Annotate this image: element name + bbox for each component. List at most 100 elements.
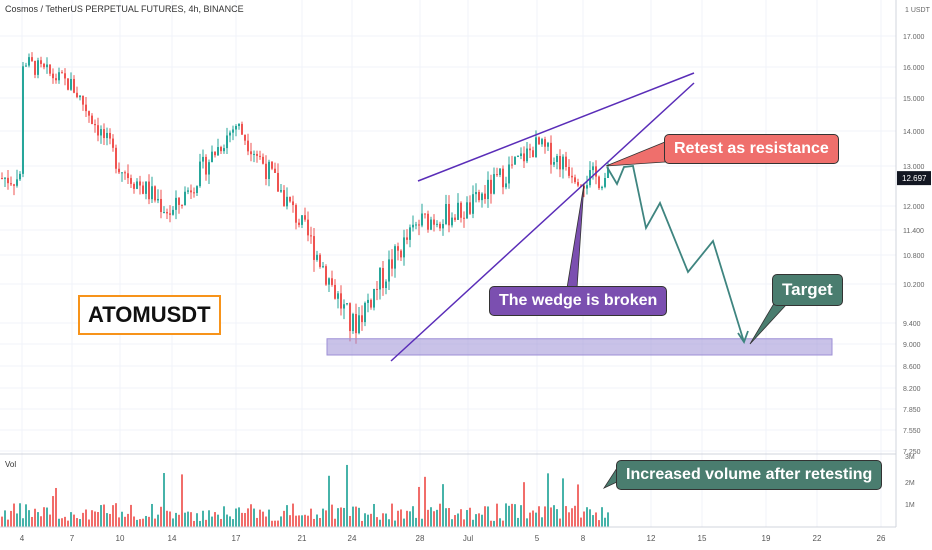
volume-bar: [529, 512, 531, 527]
volume-bar: [418, 486, 420, 527]
volume-bar: [514, 504, 516, 527]
candle-body: [274, 168, 276, 173]
volume-bar: [91, 510, 93, 527]
candle-body: [277, 172, 279, 192]
candle-body: [517, 156, 519, 158]
candle-body: [445, 203, 447, 225]
volume-bar: [76, 518, 78, 527]
candle-body: [136, 181, 138, 189]
volume-bar: [67, 520, 69, 527]
volume-bar: [223, 506, 225, 527]
volume-bar: [238, 507, 240, 527]
candle-body: [364, 302, 366, 323]
candle-body: [490, 179, 492, 194]
volume-bar: [253, 508, 255, 527]
candle-body: [556, 155, 558, 163]
candle-body: [433, 219, 435, 225]
candle-body: [76, 92, 78, 98]
candle-body: [112, 138, 114, 148]
volume-bar: [13, 503, 15, 527]
price-tick-label: 17.000: [903, 34, 925, 41]
candle-body: [88, 111, 90, 116]
candle-body: [235, 125, 237, 130]
volume-bar: [334, 518, 336, 527]
volume-bar: [151, 503, 153, 527]
candle-body: [82, 95, 84, 105]
candle-body: [52, 73, 54, 79]
candle-body: [562, 156, 564, 170]
candle-body: [100, 129, 102, 136]
volume-bar: [235, 508, 237, 527]
candle-body: [502, 168, 504, 188]
price-axis: 1 USDT 17.000 16.000 15.000 14.000 13.000 12.0…: [895, 0, 931, 527]
candle-body: [400, 250, 402, 258]
candle-body: [505, 183, 507, 188]
candle-body: [73, 78, 75, 93]
volume-bar: [577, 484, 579, 527]
volume-bar: [46, 507, 48, 527]
wedge-upper-line: [417, 72, 695, 182]
volume-bar: [109, 513, 111, 527]
volume-bar: [1, 516, 3, 527]
volume-bar: [94, 511, 96, 527]
candle-body: [91, 115, 93, 125]
volume-bar: [487, 506, 489, 527]
volume-bar: [547, 473, 549, 527]
volume-bar: [79, 519, 81, 527]
volume-bar: [100, 505, 102, 527]
candle-body: [286, 196, 288, 207]
volume-bar: [604, 517, 606, 527]
candle-body: [271, 161, 273, 169]
volume-bar: [490, 520, 492, 527]
volume-bar: [478, 513, 480, 527]
candle-body: [307, 219, 309, 236]
wedge-broken-callout: The wedge is broken: [489, 286, 668, 316]
volume-bar: [196, 513, 198, 527]
candle-body: [310, 235, 312, 237]
volume-bar: [307, 515, 309, 527]
volume-bar: [202, 510, 204, 527]
volume-bar: [61, 518, 63, 527]
volume-bar: [571, 508, 573, 527]
candle-body: [496, 174, 498, 176]
candle-body: [577, 182, 579, 186]
volume-bar: [541, 517, 543, 527]
candle-body: [49, 64, 51, 74]
volume-bar: [421, 518, 423, 527]
volume-bar: [505, 503, 507, 527]
candle-body: [175, 197, 177, 210]
candle-body: [241, 123, 243, 135]
candle-body: [205, 156, 207, 175]
time-tick-label: 12: [647, 534, 656, 543]
candle-body: [379, 268, 381, 290]
volume-bar: [565, 506, 567, 527]
volume-bar: [379, 519, 381, 527]
target-callout: Target: [772, 274, 843, 306]
time-tick-label: 10: [116, 534, 125, 543]
candle-body: [355, 313, 357, 334]
volume-bar: [343, 507, 345, 527]
candle-body: [481, 193, 483, 201]
candle-body: [211, 151, 213, 163]
volume-bar: [133, 516, 135, 527]
candle-body: [34, 60, 36, 75]
candle-body: [184, 191, 186, 206]
price-tick-label: 15.000: [903, 96, 925, 103]
volume-bar: [553, 505, 555, 527]
candle-body: [523, 153, 525, 162]
volume-bar: [451, 519, 453, 527]
support-zone: [326, 338, 833, 356]
volume-bar: [40, 516, 42, 527]
volume-bar: [442, 484, 444, 527]
candle-body: [547, 142, 549, 147]
time-tick-label: 22: [813, 534, 822, 543]
volume-bar: [466, 510, 468, 527]
volume-bar: [70, 512, 72, 527]
candle-body: [178, 197, 180, 205]
candle-body: [487, 179, 489, 200]
time-tick-label: 5: [535, 534, 540, 543]
volume-axis: Vol 3M 2M 1M: [5, 454, 915, 509]
candle-body: [568, 167, 570, 176]
candle-body: [451, 217, 453, 226]
volume-bar: [187, 511, 189, 527]
